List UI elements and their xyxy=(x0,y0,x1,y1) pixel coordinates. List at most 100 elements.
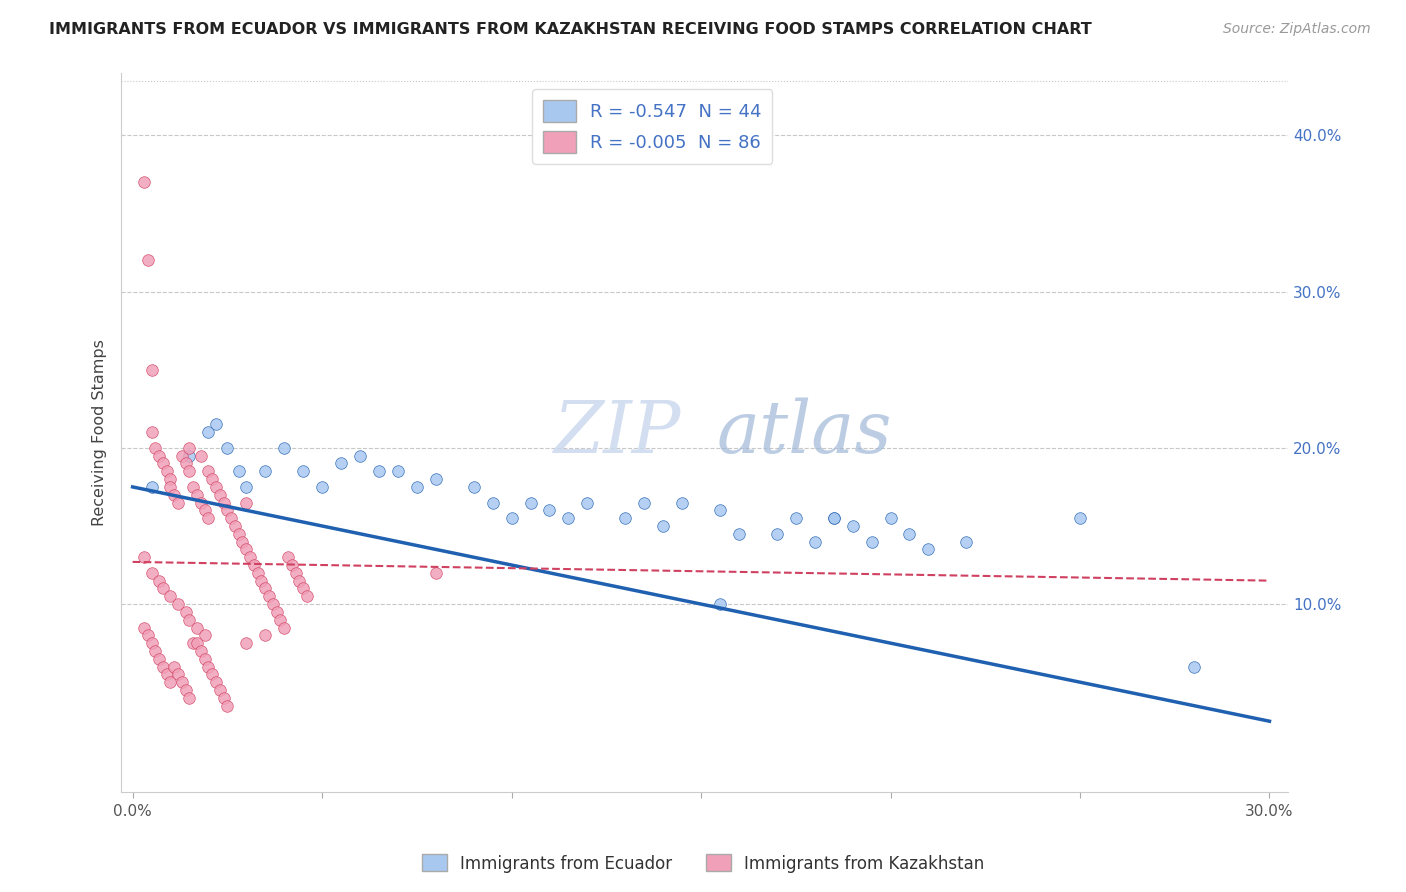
Point xyxy=(239,550,262,565)
Point xyxy=(257,589,280,603)
Point xyxy=(148,574,170,588)
Point xyxy=(212,495,235,509)
Point xyxy=(167,667,190,681)
Point xyxy=(231,534,253,549)
Point xyxy=(671,495,693,509)
Point xyxy=(254,464,277,478)
Point xyxy=(250,574,273,588)
Point xyxy=(179,690,201,705)
Point xyxy=(262,597,284,611)
Point xyxy=(709,597,731,611)
Point xyxy=(281,558,304,572)
Point xyxy=(288,574,311,588)
Point xyxy=(197,425,219,440)
Point xyxy=(141,636,163,650)
Point xyxy=(841,519,863,533)
Point xyxy=(243,558,266,572)
Point xyxy=(167,495,190,509)
Point xyxy=(181,480,204,494)
Point xyxy=(159,675,181,690)
Point xyxy=(186,620,208,634)
Point xyxy=(709,503,731,517)
Point xyxy=(132,620,155,634)
Text: Source: ZipAtlas.com: Source: ZipAtlas.com xyxy=(1223,22,1371,37)
Point xyxy=(785,511,807,525)
Point xyxy=(803,534,825,549)
Point xyxy=(152,457,174,471)
Point xyxy=(194,628,217,642)
Point xyxy=(143,644,166,658)
Point xyxy=(201,667,224,681)
Point xyxy=(163,659,186,673)
Point xyxy=(367,464,389,478)
Point xyxy=(917,542,939,557)
Point xyxy=(955,534,977,549)
Point xyxy=(235,542,257,557)
Point xyxy=(217,698,239,713)
Point xyxy=(405,480,427,494)
Point xyxy=(277,550,299,565)
Point xyxy=(148,449,170,463)
Point xyxy=(330,457,353,471)
Legend: R = -0.547  N = 44, R = -0.005  N = 86: R = -0.547 N = 44, R = -0.005 N = 86 xyxy=(533,89,772,164)
Point xyxy=(266,605,288,619)
Point xyxy=(190,449,212,463)
Point xyxy=(224,519,246,533)
Point xyxy=(235,480,257,494)
Point xyxy=(159,480,181,494)
Point xyxy=(170,675,193,690)
Point xyxy=(246,566,269,580)
Point xyxy=(576,495,599,509)
Point xyxy=(208,488,231,502)
Point xyxy=(614,511,637,525)
Point xyxy=(136,253,159,268)
Point xyxy=(212,690,235,705)
Point xyxy=(205,417,228,432)
Point xyxy=(557,511,579,525)
Point xyxy=(179,449,201,463)
Point xyxy=(311,480,333,494)
Point xyxy=(132,550,155,565)
Point xyxy=(860,534,883,549)
Point xyxy=(194,652,217,666)
Point xyxy=(501,511,523,525)
Point xyxy=(194,503,217,517)
Point xyxy=(136,628,159,642)
Point xyxy=(205,480,228,494)
Point xyxy=(197,464,219,478)
Legend: Immigrants from Ecuador, Immigrants from Kazakhstan: Immigrants from Ecuador, Immigrants from… xyxy=(415,847,991,880)
Point xyxy=(179,464,201,478)
Point xyxy=(292,464,315,478)
Point xyxy=(463,480,485,494)
Text: atlas: atlas xyxy=(717,397,891,467)
Point xyxy=(652,519,675,533)
Point xyxy=(190,644,212,658)
Point xyxy=(148,652,170,666)
Point xyxy=(156,667,179,681)
Point xyxy=(170,449,193,463)
Point xyxy=(197,511,219,525)
Point xyxy=(208,683,231,698)
Point xyxy=(269,613,291,627)
Point xyxy=(141,566,163,580)
Point xyxy=(143,441,166,455)
Point xyxy=(519,495,541,509)
Point xyxy=(217,441,239,455)
Point xyxy=(163,488,186,502)
Point xyxy=(174,457,197,471)
Point xyxy=(633,495,655,509)
Point xyxy=(152,582,174,596)
Point xyxy=(141,363,163,377)
Text: ZIP: ZIP xyxy=(554,397,682,467)
Point xyxy=(284,566,307,580)
Point xyxy=(197,659,219,673)
Point xyxy=(387,464,409,478)
Point xyxy=(228,464,250,478)
Point xyxy=(1069,511,1091,525)
Point xyxy=(235,495,257,509)
Point xyxy=(425,472,447,486)
Point xyxy=(879,511,901,525)
Point xyxy=(1182,659,1205,673)
Text: IMMIGRANTS FROM ECUADOR VS IMMIGRANTS FROM KAZAKHSTAN RECEIVING FOOD STAMPS CORR: IMMIGRANTS FROM ECUADOR VS IMMIGRANTS FR… xyxy=(49,22,1092,37)
Point xyxy=(201,472,224,486)
